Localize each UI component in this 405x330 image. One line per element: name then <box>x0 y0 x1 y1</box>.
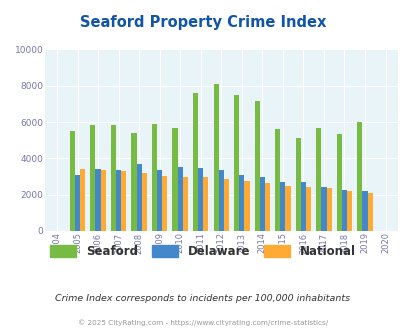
Bar <box>213 84 218 231</box>
Bar <box>177 167 182 231</box>
Bar <box>141 173 147 231</box>
Bar <box>305 186 310 231</box>
Bar <box>279 182 285 231</box>
Bar <box>203 178 208 231</box>
Bar <box>90 125 95 231</box>
Bar <box>192 93 198 231</box>
Bar <box>95 169 100 231</box>
Bar <box>162 176 167 231</box>
Bar <box>218 170 223 231</box>
Bar <box>131 133 136 231</box>
Bar <box>362 191 367 231</box>
Bar <box>75 175 80 231</box>
Bar <box>346 190 351 231</box>
Bar <box>100 170 105 231</box>
Bar <box>356 122 362 231</box>
Bar <box>300 182 305 231</box>
Bar <box>136 164 141 231</box>
Bar <box>264 183 269 231</box>
Text: Crime Index corresponds to incidents per 100,000 inhabitants: Crime Index corresponds to incidents per… <box>55 294 350 303</box>
Bar <box>239 175 244 231</box>
Bar <box>367 193 372 231</box>
Bar <box>321 187 326 231</box>
Bar <box>285 186 290 231</box>
Bar <box>259 177 264 231</box>
Bar <box>151 123 157 231</box>
Bar <box>157 170 162 231</box>
Bar <box>254 101 259 231</box>
Bar <box>244 181 249 231</box>
Bar <box>341 190 346 231</box>
Bar <box>182 177 188 231</box>
Text: Seaford Property Crime Index: Seaford Property Crime Index <box>80 15 325 30</box>
Bar <box>121 171 126 231</box>
Bar <box>275 129 279 231</box>
Bar <box>234 95 239 231</box>
Bar <box>198 168 203 231</box>
Bar <box>326 188 331 231</box>
Bar <box>70 131 75 231</box>
Bar <box>111 125 116 231</box>
Bar <box>172 127 177 231</box>
Bar <box>223 179 228 231</box>
Bar <box>80 169 85 231</box>
Bar <box>295 138 300 231</box>
Legend: Seaford, Delaware, National: Seaford, Delaware, National <box>50 245 355 258</box>
Bar <box>116 170 121 231</box>
Text: © 2025 CityRating.com - https://www.cityrating.com/crime-statistics/: © 2025 CityRating.com - https://www.city… <box>78 319 327 326</box>
Bar <box>315 127 321 231</box>
Bar <box>336 134 341 231</box>
